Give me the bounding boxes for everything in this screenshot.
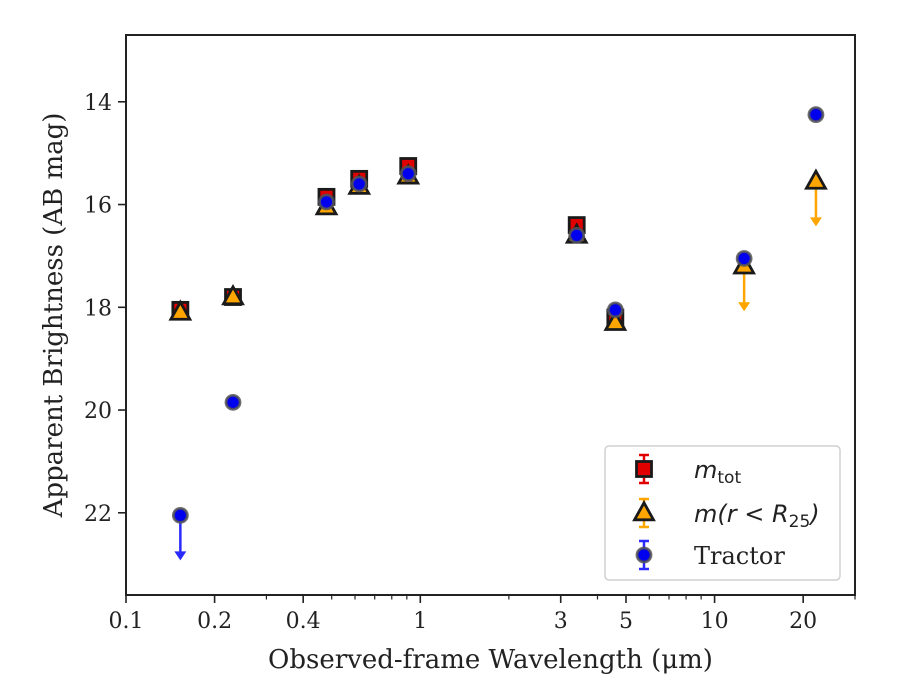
x-tick-label: 0.1 <box>109 609 144 634</box>
triangle-point <box>221 283 245 306</box>
circle-point <box>318 193 335 211</box>
triangle-point <box>804 168 828 190</box>
legend-box <box>604 445 841 581</box>
y-tick-label: 20 <box>84 399 112 424</box>
y-tick-label: 16 <box>84 194 112 219</box>
x-tick-label: 3 <box>554 609 568 634</box>
x-tick-label: 20 <box>789 609 817 634</box>
data-marks <box>168 106 828 561</box>
circle-point <box>735 250 753 267</box>
y-axis-title: Apparent Brightness (AB mag) <box>39 113 69 519</box>
legend-marker-circle <box>635 546 653 564</box>
legend: mtot m(r < R25) Tractor <box>604 445 841 581</box>
legend-entry: m(r < R25) <box>632 497 820 532</box>
x-tick-label: 5 <box>619 609 633 634</box>
axes: 0.1 0.2 0.4 1 3 5 10 20 14 16 18 20 22 <box>84 91 856 634</box>
x-tick-label: 0.4 <box>286 609 321 634</box>
circle-point <box>606 301 624 319</box>
x-tick-label: 1 <box>413 609 427 634</box>
triangle-point <box>168 299 193 321</box>
circle-point <box>171 506 189 524</box>
legend-label: Tractor <box>694 542 785 570</box>
y-tick-label: 18 <box>84 296 112 321</box>
circle-point <box>350 175 368 193</box>
triangle-point <box>603 309 628 331</box>
upper-limit-head <box>174 551 187 561</box>
circle-point <box>568 226 586 244</box>
x-tick-label: 0.2 <box>197 609 232 634</box>
y-tick-label: 22 <box>84 502 112 527</box>
legend-entry: mtot <box>635 453 741 488</box>
legend-marker-square <box>635 460 653 478</box>
upper-limit-head <box>738 302 751 312</box>
circle-point <box>224 393 242 411</box>
series-triangle <box>168 163 828 331</box>
upper-limit-head <box>809 217 822 227</box>
x-tick-label: 10 <box>701 609 729 634</box>
legend-entry: Tractor <box>635 539 785 571</box>
circle-point <box>399 165 417 183</box>
legend-marker-triangle <box>632 499 656 522</box>
series-circle <box>171 106 825 561</box>
plot-frame <box>125 34 856 596</box>
y-tick-label: 14 <box>84 91 112 116</box>
legend-label: m(r < R25) <box>694 500 820 532</box>
legend-label: mtot <box>694 456 741 488</box>
x-axis-title: Observed-frame Wavelength (μm) <box>268 645 713 675</box>
circle-point <box>807 106 825 124</box>
